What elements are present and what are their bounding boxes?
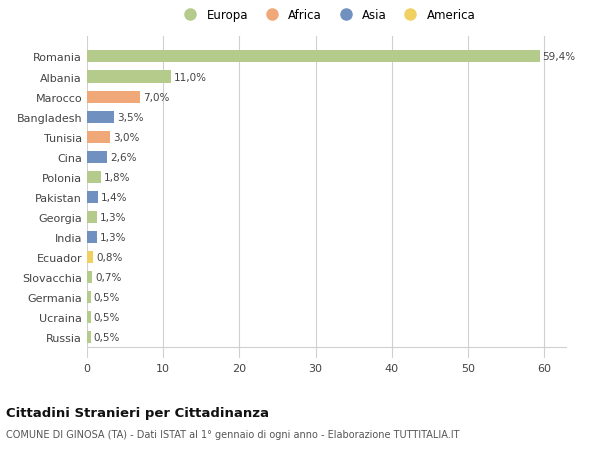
Text: 0,5%: 0,5% [94, 292, 120, 302]
Text: 7,0%: 7,0% [143, 92, 170, 102]
Text: 3,0%: 3,0% [113, 132, 139, 142]
Bar [87, 291, 91, 303]
Text: 1,3%: 1,3% [100, 213, 127, 222]
Legend: Europa, Africa, Asia, America: Europa, Africa, Asia, America [176, 7, 478, 24]
Bar [87, 212, 97, 224]
Bar [87, 231, 97, 243]
Bar [87, 311, 91, 324]
Text: 1,3%: 1,3% [100, 232, 127, 242]
Bar [87, 51, 539, 63]
Text: 0,5%: 0,5% [94, 332, 120, 342]
Text: 0,8%: 0,8% [96, 252, 122, 263]
Text: 0,7%: 0,7% [95, 272, 122, 282]
Text: Cittadini Stranieri per Cittadinanza: Cittadini Stranieri per Cittadinanza [6, 406, 269, 419]
Bar [87, 331, 91, 343]
Bar [87, 191, 98, 203]
Bar [87, 252, 93, 263]
Text: 0,5%: 0,5% [94, 313, 120, 322]
Bar [87, 112, 113, 123]
Bar [87, 131, 110, 143]
Bar [87, 91, 140, 103]
Text: 11,0%: 11,0% [174, 73, 207, 82]
Text: 1,4%: 1,4% [101, 192, 127, 202]
Bar [87, 151, 107, 163]
Text: 59,4%: 59,4% [542, 52, 576, 62]
Bar [87, 271, 92, 283]
Bar [87, 171, 101, 183]
Text: 2,6%: 2,6% [110, 152, 136, 162]
Text: 1,8%: 1,8% [104, 173, 130, 182]
Bar [87, 71, 171, 84]
Text: 3,5%: 3,5% [117, 112, 143, 123]
Text: COMUNE DI GINOSA (TA) - Dati ISTAT al 1° gennaio di ogni anno - Elaborazione TUT: COMUNE DI GINOSA (TA) - Dati ISTAT al 1°… [6, 429, 460, 439]
